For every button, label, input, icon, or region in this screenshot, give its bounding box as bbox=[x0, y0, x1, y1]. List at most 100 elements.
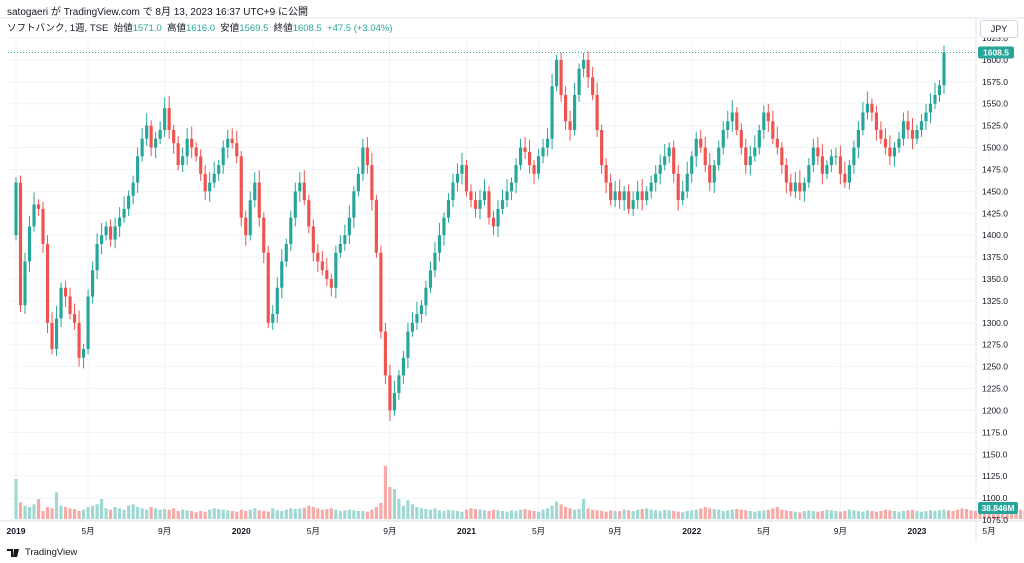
candle-body bbox=[343, 235, 347, 244]
volume-bar bbox=[681, 512, 685, 519]
candle-body bbox=[41, 208, 45, 244]
volume-bar bbox=[316, 508, 320, 519]
volume-bar bbox=[613, 511, 617, 519]
candle-body bbox=[442, 217, 446, 236]
candle-body bbox=[942, 52, 946, 86]
candle-body bbox=[703, 147, 707, 166]
currency-button[interactable]: JPY bbox=[980, 20, 1018, 38]
candle-body bbox=[145, 125, 149, 139]
volume-bar bbox=[969, 510, 973, 519]
volume-bar bbox=[838, 511, 842, 519]
volume-bar bbox=[185, 510, 189, 519]
candlestick-chart[interactable]: 1625.0 1600.0 1575.0 1550.0 1525.0 1500.0 1475… bbox=[0, 0, 1024, 543]
volume-bar bbox=[609, 510, 613, 519]
y-tick-label: 1175.0 bbox=[982, 427, 1008, 437]
volume-bar bbox=[658, 511, 662, 519]
volume-bar bbox=[217, 509, 221, 519]
volume-bar bbox=[100, 499, 104, 519]
candle-body bbox=[744, 147, 748, 166]
volume-bar bbox=[194, 512, 198, 519]
volume-bar bbox=[284, 509, 288, 519]
volume-bar bbox=[190, 511, 194, 519]
volume-bar bbox=[266, 511, 270, 519]
candle-body bbox=[775, 138, 779, 148]
candle-body bbox=[532, 165, 536, 174]
volume-bar bbox=[721, 511, 725, 519]
volume-bar bbox=[487, 511, 491, 519]
volume-bar bbox=[365, 511, 369, 519]
volume-bar bbox=[167, 509, 171, 519]
legend-change: +47.5 (+3.04%) bbox=[327, 23, 393, 34]
candle-body bbox=[649, 182, 653, 192]
candle-body bbox=[829, 156, 833, 166]
volume-bar bbox=[149, 507, 153, 519]
volume-bar bbox=[415, 507, 419, 519]
volume-bar bbox=[72, 509, 77, 519]
candle-body bbox=[708, 165, 712, 183]
header: satogaeri が TradingView.com で 8月 13, 202… bbox=[0, 0, 1024, 18]
volume-bar bbox=[433, 508, 437, 519]
brand-label: TradingView bbox=[25, 547, 78, 558]
volume-bar bbox=[230, 511, 234, 519]
volume-bar bbox=[685, 511, 689, 519]
candle-body bbox=[514, 165, 518, 183]
candle-body bbox=[559, 59, 563, 95]
footer: TradingView bbox=[0, 543, 1024, 563]
candle-body bbox=[523, 147, 527, 152]
volume-bar bbox=[235, 511, 239, 519]
candle-body bbox=[784, 165, 788, 183]
volume-bar bbox=[906, 510, 910, 519]
volume-bar bbox=[91, 505, 95, 519]
candle-body bbox=[762, 112, 766, 131]
x-tick-label: 2022 bbox=[682, 526, 701, 536]
candle-body bbox=[717, 147, 721, 166]
volume-bar bbox=[18, 502, 23, 519]
candle-body bbox=[879, 130, 883, 139]
candle-body bbox=[280, 261, 284, 288]
candle-body bbox=[464, 165, 469, 192]
candle-body bbox=[928, 103, 933, 113]
volume-bar bbox=[491, 509, 496, 519]
candle-body bbox=[892, 147, 897, 157]
volume-bar bbox=[212, 508, 216, 519]
candle-body bbox=[392, 392, 396, 411]
candle-body bbox=[852, 147, 856, 166]
candle-body bbox=[730, 112, 734, 122]
candle-body bbox=[838, 156, 842, 174]
candle-body bbox=[825, 165, 829, 174]
candle-body bbox=[72, 314, 77, 323]
volume-bar bbox=[383, 465, 387, 519]
candle-body bbox=[410, 322, 415, 332]
candle-body bbox=[883, 138, 888, 148]
volume-bar bbox=[897, 511, 901, 519]
candle-body bbox=[86, 296, 90, 350]
candle-body bbox=[627, 191, 631, 209]
candle-body bbox=[194, 147, 198, 157]
candle-body bbox=[748, 156, 752, 166]
candle-body bbox=[307, 200, 311, 227]
candle-body bbox=[771, 121, 775, 139]
volume-bar bbox=[307, 505, 311, 519]
candle-body bbox=[658, 165, 662, 174]
tradingview-brand[interactable]: TradingView bbox=[7, 547, 77, 558]
volume-bar bbox=[54, 492, 59, 519]
candle-body bbox=[81, 349, 86, 358]
candle-body bbox=[496, 208, 500, 227]
volume-bar bbox=[582, 499, 586, 519]
volume-bar bbox=[708, 508, 712, 519]
candle-body bbox=[469, 191, 473, 201]
y-tick-label: 1400.0 bbox=[982, 230, 1008, 240]
volume-bar bbox=[564, 507, 568, 519]
y-tick-label: 1275.0 bbox=[982, 340, 1008, 350]
candles bbox=[14, 45, 946, 421]
candle-body bbox=[541, 147, 545, 157]
volume-bar bbox=[293, 509, 297, 519]
volume-bar bbox=[933, 511, 937, 519]
candle-body bbox=[897, 138, 901, 148]
x-tick-label: 5月 bbox=[307, 526, 320, 536]
candle-body bbox=[190, 138, 194, 148]
volume-bar bbox=[176, 511, 180, 519]
x-tick-label: 5月 bbox=[757, 526, 770, 536]
x-tick-label: 9月 bbox=[834, 526, 847, 536]
candle-body bbox=[109, 226, 113, 240]
